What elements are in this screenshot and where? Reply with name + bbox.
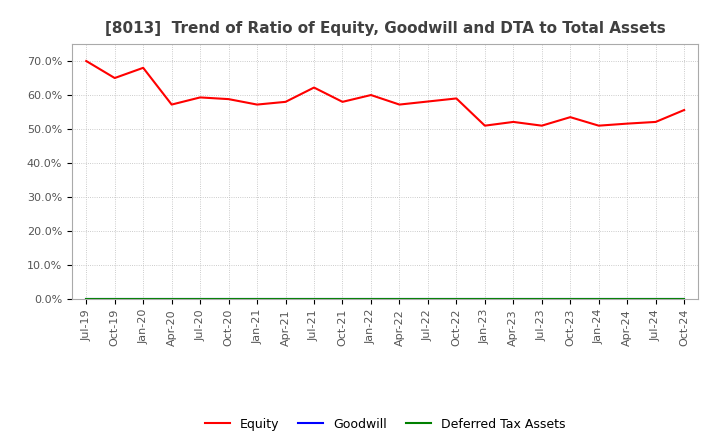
Deferred Tax Assets [537, 297, 546, 302]
Goodwill [225, 297, 233, 302]
Goodwill [196, 297, 204, 302]
Equity [423, 99, 432, 104]
Goodwill [452, 297, 461, 302]
Goodwill [110, 297, 119, 302]
Deferred Tax Assets [680, 297, 688, 302]
Deferred Tax Assets [509, 297, 518, 302]
Line: Equity: Equity [86, 61, 684, 126]
Goodwill [652, 297, 660, 302]
Deferred Tax Assets [196, 297, 204, 302]
Goodwill [310, 297, 318, 302]
Equity [282, 99, 290, 104]
Equity [338, 99, 347, 104]
Deferred Tax Assets [423, 297, 432, 302]
Equity [452, 96, 461, 101]
Deferred Tax Assets [82, 297, 91, 302]
Goodwill [338, 297, 347, 302]
Equity [139, 65, 148, 70]
Deferred Tax Assets [253, 297, 261, 302]
Goodwill [566, 297, 575, 302]
Deferred Tax Assets [652, 297, 660, 302]
Goodwill [282, 297, 290, 302]
Deferred Tax Assets [595, 297, 603, 302]
Equity [82, 59, 91, 64]
Deferred Tax Assets [110, 297, 119, 302]
Title: [8013]  Trend of Ratio of Equity, Goodwill and DTA to Total Assets: [8013] Trend of Ratio of Equity, Goodwil… [105, 21, 665, 36]
Deferred Tax Assets [139, 297, 148, 302]
Deferred Tax Assets [225, 297, 233, 302]
Equity [652, 119, 660, 125]
Equity [167, 102, 176, 107]
Equity [110, 75, 119, 81]
Deferred Tax Assets [282, 297, 290, 302]
Equity [480, 123, 489, 128]
Deferred Tax Assets [366, 297, 375, 302]
Deferred Tax Assets [395, 297, 404, 302]
Equity [566, 114, 575, 120]
Equity [537, 123, 546, 128]
Deferred Tax Assets [623, 297, 631, 302]
Deferred Tax Assets [310, 297, 318, 302]
Goodwill [680, 297, 688, 302]
Goodwill [253, 297, 261, 302]
Equity [595, 123, 603, 128]
Equity [196, 95, 204, 100]
Deferred Tax Assets [338, 297, 347, 302]
Legend: Equity, Goodwill, Deferred Tax Assets: Equity, Goodwill, Deferred Tax Assets [200, 413, 570, 436]
Goodwill [623, 297, 631, 302]
Equity [253, 102, 261, 107]
Goodwill [366, 297, 375, 302]
Equity [225, 96, 233, 102]
Goodwill [537, 297, 546, 302]
Goodwill [139, 297, 148, 302]
Deferred Tax Assets [566, 297, 575, 302]
Goodwill [423, 297, 432, 302]
Equity [310, 85, 318, 90]
Deferred Tax Assets [480, 297, 489, 302]
Goodwill [480, 297, 489, 302]
Deferred Tax Assets [167, 297, 176, 302]
Equity [366, 92, 375, 98]
Goodwill [509, 297, 518, 302]
Goodwill [82, 297, 91, 302]
Equity [395, 102, 404, 107]
Equity [509, 119, 518, 125]
Deferred Tax Assets [452, 297, 461, 302]
Equity [623, 121, 631, 126]
Goodwill [595, 297, 603, 302]
Goodwill [395, 297, 404, 302]
Equity [680, 107, 688, 113]
Goodwill [167, 297, 176, 302]
